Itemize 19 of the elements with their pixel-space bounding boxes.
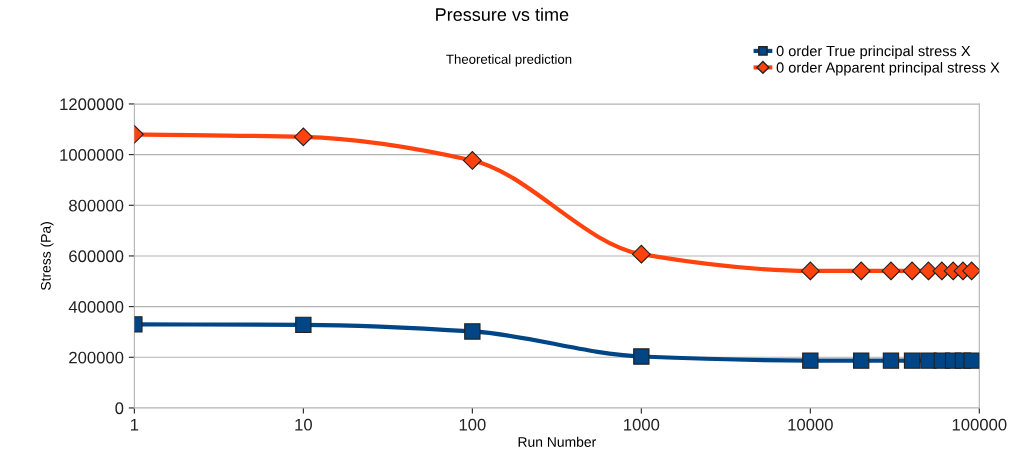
y-tick-label: 200000 (69, 351, 124, 364)
x-axis-title: Run Number (518, 436, 596, 447)
legend-label: 0 order True principal stress X (776, 45, 971, 60)
legend-label: 0 order Apparent principal stress X (776, 61, 1000, 76)
y-tick-label: 1000000 (60, 149, 124, 161)
y-tick-label: 0 (115, 402, 124, 415)
y-tick-label: 400000 (68, 301, 124, 313)
y-tick-label: 600000 (69, 250, 124, 263)
y-tick-label: 1200000 (60, 98, 124, 111)
chart-title: Pressure vs time (436, 7, 569, 21)
y-axis-title: Stress (Pa) (40, 222, 54, 291)
y-tick-label: 800000 (69, 199, 124, 212)
x-tick-label: 1000 (624, 418, 660, 431)
x-tick-label: 100 (459, 418, 486, 431)
x-tick-label: 1 (131, 418, 139, 431)
x-tick-label: 10000 (788, 418, 833, 431)
x-tick-label: 10 (295, 418, 312, 431)
chart-subtitle: Theoretical prediction (446, 54, 572, 67)
x-tick-label: 100000 (952, 418, 1007, 431)
